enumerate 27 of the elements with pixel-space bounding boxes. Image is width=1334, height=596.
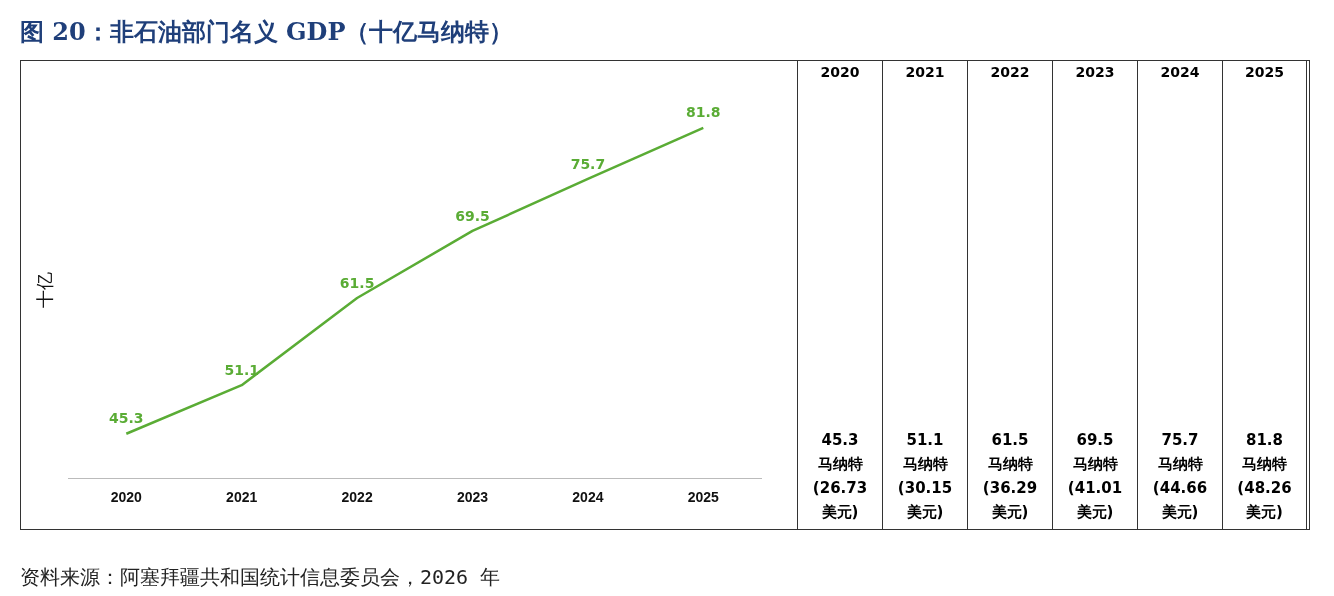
category-label: 2024 <box>1160 64 1200 80</box>
data-label: 75.7 <box>570 155 606 172</box>
chart-title: 图 20：非石油部门名义 GDP（十亿马纳特） <box>20 16 514 48</box>
x-tick-label: 2024 <box>572 489 604 506</box>
x-tick-label: 2023 <box>456 489 489 506</box>
x-tick-label: 2022 <box>341 489 373 506</box>
text: 75.7 马纳特 (44.66 美元) <box>1151 430 1209 523</box>
text: 81.8 马纳特 (48.26 美元) <box>1236 430 1293 523</box>
x-tick-label: 2025 <box>687 489 720 506</box>
text: 61.5 马纳特 (36.29 美元) <box>981 430 1039 523</box>
data-label: 51.1 <box>224 361 259 378</box>
category-label: 2025 <box>1245 64 1284 80</box>
data-label: 61.5 <box>339 274 375 291</box>
category-label: 2020 <box>820 64 860 80</box>
data-label: 69.5 <box>455 207 490 224</box>
text: 51.1 马纳特 (30.15 美元) <box>896 430 954 523</box>
y-axis-title: 十亿 <box>34 271 55 308</box>
x-tick-label: 2021 <box>226 489 258 506</box>
category-label: 2022 <box>990 64 1030 80</box>
data-label: 81.8 <box>686 104 721 121</box>
category-label: 2023 <box>1075 64 1115 80</box>
text: 资料来源：阿塞拜疆共和国统计信息委员会，2026 年 <box>20 564 501 591</box>
x-tick-label: 2020 <box>110 489 143 506</box>
text: 45.3 马纳特 (26.73 美元) <box>811 430 869 523</box>
category-label: 2021 <box>905 64 945 80</box>
data-label: 45.3 <box>109 410 144 427</box>
text: 69.5 马纳特 (41.01 美元) <box>1066 430 1124 523</box>
